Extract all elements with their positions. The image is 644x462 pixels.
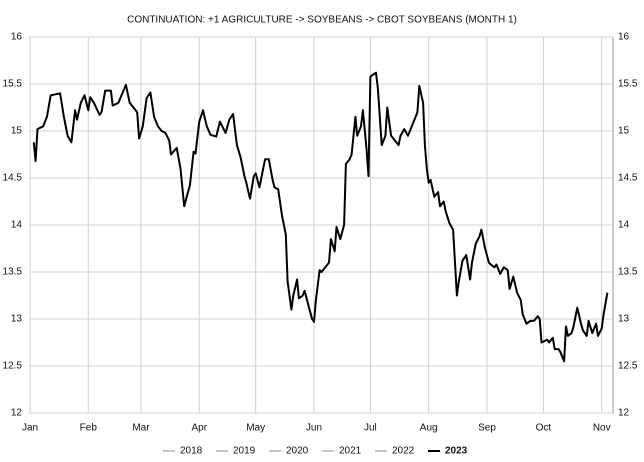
x-tick-label: Jun (306, 423, 322, 434)
y-tick-label: 13.5 (3, 267, 23, 278)
y-tick-label: 15.5 (3, 79, 23, 90)
x-tick-label: Nov (593, 423, 611, 434)
y-tick-label: 12 (11, 408, 23, 419)
y-tick-label: 15 (11, 126, 23, 137)
x-tick-label: Sep (478, 423, 496, 434)
y2-tick-label: 16 (618, 32, 630, 43)
y-tick-label: 12.5 (3, 361, 23, 372)
legend-label: 2023 (445, 446, 468, 457)
legend-label: 2018 (180, 446, 203, 457)
x-tick-label: Mar (132, 423, 150, 434)
y2-tick-label: 12.5 (618, 361, 638, 372)
y2-tick-label: 15.5 (618, 79, 638, 90)
series-line (32, 71, 609, 363)
y2-tick-label: 14.5 (618, 173, 638, 184)
x-tick-label: Aug (420, 423, 438, 434)
y-tick-label: 14.5 (3, 173, 23, 184)
y2-tick-label: 13.5 (618, 267, 638, 278)
y-tick-label: 16 (11, 32, 23, 43)
x-tick-label: Jan (22, 423, 38, 434)
legend-label: 2022 (392, 446, 415, 457)
x-tick-label: Feb (80, 423, 98, 434)
legend-label: 2019 (233, 446, 256, 457)
x-tick-label: Oct (536, 423, 552, 434)
y2-tick-label: 12 (618, 408, 630, 419)
x-tick-label: Jul (364, 423, 377, 434)
y2-tick-label: 14 (618, 220, 630, 231)
x-tick-label: Apr (191, 423, 207, 434)
y2-tick-label: 13 (618, 314, 630, 325)
y2-tick-label: 15 (618, 126, 630, 137)
legend-label: 2021 (339, 446, 362, 457)
y-tick-label: 13 (11, 314, 23, 325)
y-tick-label: 14 (11, 220, 23, 231)
chart-title: CONTINUATION: +1 AGRICULTURE -> SOYBEANS… (127, 15, 517, 26)
legend-label: 2020 (286, 446, 309, 457)
x-tick-label: May (246, 423, 265, 434)
